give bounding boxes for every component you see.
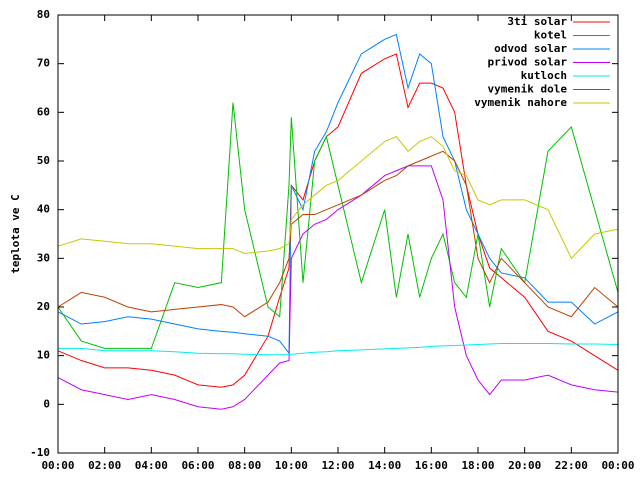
legend-label: 3ti solar [507, 15, 567, 28]
y-tick-label: 30 [37, 251, 50, 264]
series-line [57, 102, 619, 349]
series-line [57, 150, 619, 318]
y-tick-label: 40 [37, 203, 50, 216]
y-tick-label: -10 [30, 446, 50, 459]
y-tick-label: 10 [37, 349, 50, 362]
x-tick-label: 18:00 [461, 459, 494, 472]
y-axis-label: teplota ve C [9, 194, 22, 273]
x-tick-label: 00:00 [601, 459, 634, 472]
series-line [57, 136, 619, 260]
x-tick-label: 14:00 [368, 459, 401, 472]
x-tick-label: 20:00 [508, 459, 541, 472]
series-line [57, 53, 619, 388]
legend-label: vymenik nahore [474, 96, 567, 109]
x-tick-label: 04:00 [135, 459, 168, 472]
y-tick-label: 20 [37, 300, 50, 313]
x-tick-label: 00:00 [41, 459, 74, 472]
x-tick-label: 02:00 [88, 459, 121, 472]
series-line [57, 33, 619, 355]
series-line [58, 343, 619, 356]
x-tick-label: 12:00 [321, 459, 354, 472]
series-line [57, 165, 619, 410]
y-tick-label: 60 [37, 105, 50, 118]
x-tick-label: 22:00 [555, 459, 588, 472]
x-tick-label: 06:00 [181, 459, 214, 472]
legend-label: privod solar [488, 56, 568, 69]
x-tick-label: 10:00 [275, 459, 308, 472]
legend-label: vymenik dole [488, 83, 568, 96]
x-tick-label: 08:00 [228, 459, 261, 472]
y-tick-label: 50 [37, 154, 50, 167]
legend-label: kutloch [521, 69, 567, 82]
plot-frame [57, 14, 619, 454]
legend-label: odvod solar [494, 42, 567, 55]
y-tick-label: 70 [37, 57, 50, 70]
x-tick-label: 16:00 [415, 459, 448, 472]
y-tick-label: 0 [43, 397, 50, 410]
y-tick-label: 80 [37, 8, 50, 21]
legend-label: kotel [534, 29, 567, 42]
